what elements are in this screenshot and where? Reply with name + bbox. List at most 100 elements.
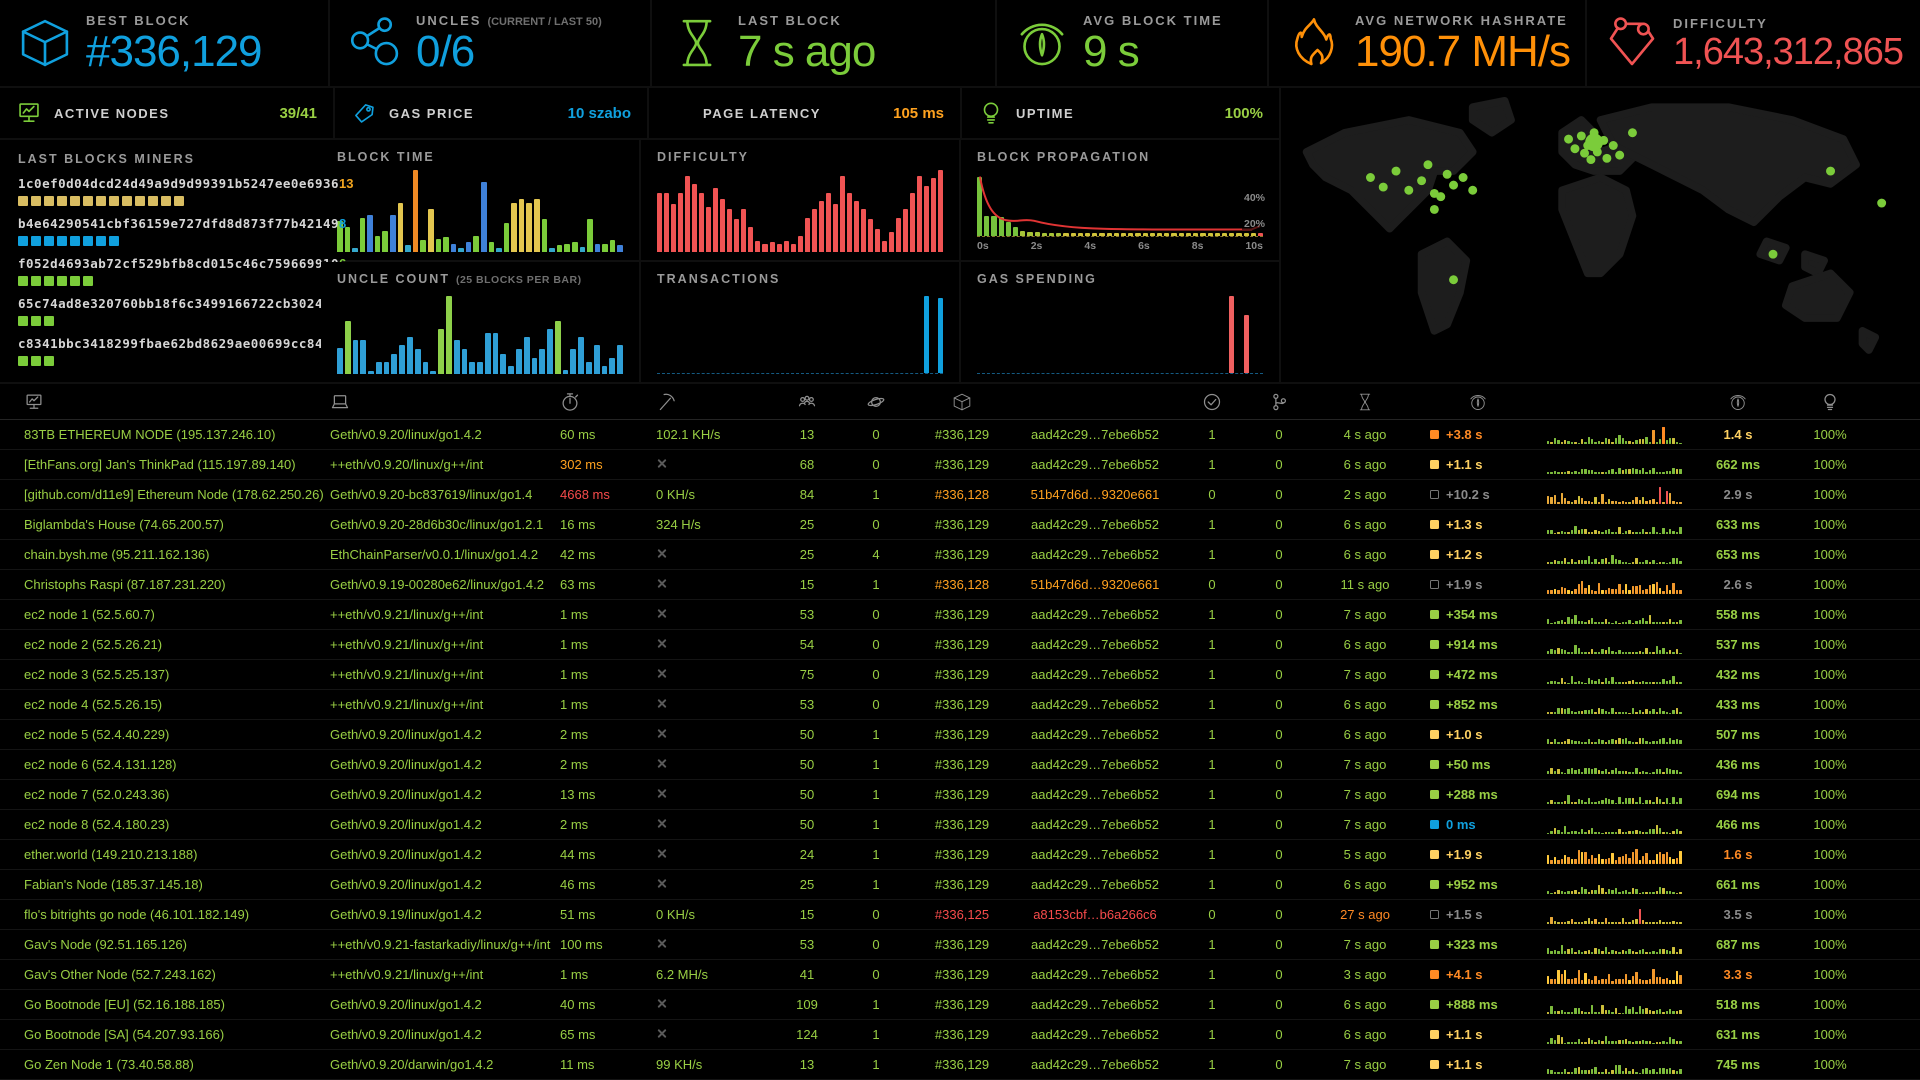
cell-node-type: Geth/v0.9.20/linux/go1.4.2	[330, 727, 482, 742]
miner-hash: 1c0ef0d04dcd24d49a9d9d99391b5247ee0e6936	[18, 176, 340, 191]
node-dot	[1768, 249, 1778, 259]
cell-best-block: #336,129	[934, 457, 990, 472]
table-row[interactable]: ec2 node 6 (52.4.131.128) Geth/v0.9.20/li…	[0, 750, 1920, 780]
hist-bar	[1628, 619, 1631, 624]
table-row[interactable]: Gav's Other Node (52.7.243.162) ++eth/v0.…	[0, 960, 1920, 990]
miner-block-square	[70, 276, 80, 286]
propagation-histogram	[1547, 906, 1685, 924]
hist-bar	[1672, 921, 1675, 924]
table-row[interactable]: flo's bitrights go node (46.101.182.149)…	[0, 900, 1920, 930]
node-dot	[1576, 131, 1586, 141]
table-row[interactable]: ec2 node 2 (52.5.26.21) ++eth/v0.9.21/lin…	[0, 630, 1920, 660]
chart-bar	[720, 198, 726, 252]
hist-bar	[1570, 978, 1574, 984]
miner-block-square	[18, 316, 28, 326]
table-row[interactable]: Go Zen Node 1 (73.40.58.88) Geth/v0.9.20/…	[0, 1050, 1920, 1080]
hist-bar	[1608, 1072, 1611, 1074]
cell-mining: 102.1 KH/s	[656, 427, 721, 442]
chart-bar	[496, 247, 502, 252]
table-row[interactable]: ec2 node 7 (52.0.243.36) Geth/v0.9.20/lin…	[0, 780, 1920, 810]
cell-propagation-histogram	[1540, 846, 1692, 864]
cell-best-block: #336,129	[934, 547, 990, 562]
hist-bar	[1577, 970, 1580, 984]
hist-bar	[1553, 950, 1557, 954]
table-row[interactable]: Go Bootnode [SA] (54.207.93.166) Geth/v0.…	[0, 1020, 1920, 1050]
hist-bar	[1658, 738, 1662, 744]
hist-bar	[1658, 649, 1662, 654]
hist-bar	[1570, 831, 1574, 834]
hist-bar	[1638, 796, 1641, 804]
charts-grid: BLOCK TIME DIFFICULTY BLOCK PROPAGATION …	[0, 140, 1281, 384]
stat-value: 9 s	[1083, 26, 1140, 76]
hist-bar	[1601, 590, 1604, 594]
cell-block-hash: 51b47d6d…9320e661	[1030, 487, 1160, 502]
hist-bar	[1614, 860, 1618, 864]
hist-bar	[1614, 711, 1618, 714]
table-row[interactable]: chain.bysh.me (95.211.162.136) EthChainPa…	[0, 540, 1920, 570]
hist-bar	[1594, 858, 1597, 864]
cell-best-block: #336,129	[934, 1027, 990, 1042]
table-row[interactable]: [EthFans.org] Jan's ThinkPad (115.197.89…	[0, 450, 1920, 480]
last-blocks-miners-panel: LAST BLOCKS MINERS 1c0ef0d04dcd24d49a9d9…	[0, 140, 354, 384]
table-row[interactable]: ether.world (149.210.213.188) Geth/v0.9.2…	[0, 840, 1920, 870]
table-row[interactable]: ec2 node 1 (52.5.60.7) ++eth/v0.9.21/linu…	[0, 600, 1920, 630]
hist-bar	[1604, 797, 1608, 804]
hist-bar	[1611, 922, 1614, 924]
hist-bar	[1614, 437, 1618, 444]
hist-bar	[1614, 532, 1618, 534]
table-row[interactable]: ec2 node 4 (52.5.26.15) ++eth/v0.9.21/lin…	[0, 690, 1920, 720]
cell-uncles: 0	[1275, 427, 1283, 442]
hist-bar	[1618, 979, 1621, 984]
table-row[interactable]: Fabian's Node (185.37.145.18) Geth/v0.9.2…	[0, 870, 1920, 900]
table-row[interactable]: ec2 node 3 (52.5.25.137) ++eth/v0.9.21/li…	[0, 660, 1920, 690]
hist-bar	[1652, 652, 1655, 654]
table-row[interactable]: [github.com/d11e9] Ethereum Node (178.62…	[0, 480, 1920, 510]
miner-block-square	[18, 196, 28, 206]
miner-block-square	[57, 276, 67, 286]
hist-bar	[1669, 802, 1672, 804]
table-row[interactable]: ec2 node 8 (52.4.180.23) Geth/v0.9.20/lin…	[0, 810, 1920, 840]
cell-avg-time: 466 ms	[1715, 817, 1761, 832]
hist-bar	[1614, 472, 1618, 474]
hist-bar	[1584, 801, 1587, 804]
hist-bar	[1641, 528, 1645, 534]
cell-transactions: 1	[1208, 997, 1216, 1012]
not-mining-icon	[656, 728, 667, 739]
table-row[interactable]: Gav's Node (92.51.165.126) ++eth/v0.9.21-…	[0, 930, 1920, 960]
hist-bar	[1669, 470, 1672, 474]
propagation-square	[1430, 640, 1439, 649]
world-map-svg	[1302, 96, 1887, 354]
chart-bar	[867, 219, 873, 252]
chart-bar	[1077, 233, 1084, 236]
hist-bar	[1641, 832, 1645, 834]
hist-bar	[1645, 620, 1648, 624]
hist-bar	[1618, 649, 1621, 654]
hist-bar	[1655, 922, 1658, 924]
hist-bar	[1608, 1010, 1611, 1014]
hist-bar	[1662, 472, 1665, 474]
chart-bar	[1113, 233, 1120, 236]
hist-bar	[1577, 849, 1580, 864]
chart-bar	[1056, 232, 1062, 236]
table-row[interactable]: Christophs Raspi (87.187.231.220) Geth/v0…	[0, 570, 1920, 600]
cell-propagation: +4.1 s	[1416, 967, 1540, 982]
hist-bar	[1652, 802, 1655, 804]
table-row[interactable]: Go Bootnode [EU] (52.16.188.185) Geth/v0.…	[0, 990, 1920, 1020]
hist-bar	[1567, 1012, 1570, 1014]
table-row[interactable]: ec2 node 5 (52.4.40.229) Geth/v0.9.20/lin…	[0, 720, 1920, 750]
cell-mining	[656, 457, 776, 472]
cell-propagation-histogram	[1540, 546, 1692, 564]
chart-bar	[562, 369, 569, 374]
stat-label-text: AVG NETWORK HASHRATE	[1355, 12, 1568, 28]
table-row[interactable]: 83TB ETHEREUM NODE (195.137.246.10) Geth/…	[0, 420, 1920, 450]
hist-bar	[1669, 890, 1672, 894]
hist-bar	[1608, 1040, 1611, 1044]
chart-bar	[1013, 227, 1019, 236]
cell-peers: 50	[799, 817, 815, 832]
hist-bar	[1587, 767, 1591, 774]
not-mining-icon	[656, 758, 667, 769]
table-row[interactable]: Biglambda's House (74.65.200.57) Geth/v0.…	[0, 510, 1920, 540]
chart-title: BLOCK TIME	[337, 150, 435, 164]
hist-bar	[1608, 622, 1611, 624]
cell-pending: 0	[872, 937, 880, 952]
